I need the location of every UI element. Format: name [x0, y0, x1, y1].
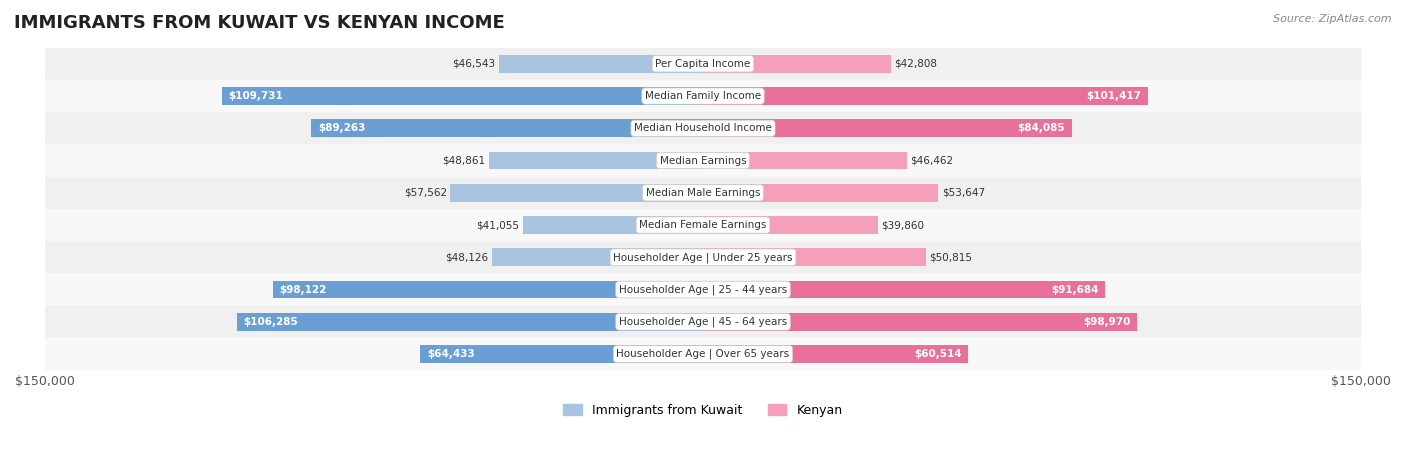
- Text: Householder Age | 25 - 44 years: Householder Age | 25 - 44 years: [619, 284, 787, 295]
- Text: $91,684: $91,684: [1052, 284, 1098, 295]
- Bar: [703, 120, 1071, 137]
- Bar: [45, 241, 1361, 274]
- Text: $101,417: $101,417: [1087, 91, 1142, 101]
- Text: $57,562: $57,562: [404, 188, 447, 198]
- Bar: [703, 55, 891, 73]
- Bar: [703, 216, 877, 234]
- Text: $89,263: $89,263: [318, 123, 366, 133]
- Bar: [311, 120, 703, 137]
- Bar: [492, 248, 703, 266]
- Bar: [45, 144, 1361, 177]
- Bar: [499, 55, 703, 73]
- Text: $60,514: $60,514: [914, 349, 962, 359]
- Bar: [45, 177, 1361, 209]
- Bar: [45, 306, 1361, 338]
- Bar: [45, 48, 1361, 80]
- Text: Median Household Income: Median Household Income: [634, 123, 772, 133]
- Bar: [703, 345, 969, 363]
- Bar: [489, 152, 703, 170]
- Bar: [703, 152, 907, 170]
- Text: $106,285: $106,285: [243, 317, 298, 327]
- Bar: [222, 87, 703, 105]
- Text: $53,647: $53,647: [942, 188, 984, 198]
- Bar: [45, 80, 1361, 112]
- Text: $98,122: $98,122: [280, 284, 326, 295]
- Text: Per Capita Income: Per Capita Income: [655, 59, 751, 69]
- Text: $98,970: $98,970: [1083, 317, 1130, 327]
- Text: $109,731: $109,731: [228, 91, 283, 101]
- Bar: [45, 274, 1361, 306]
- Bar: [703, 281, 1105, 298]
- Text: Householder Age | 45 - 64 years: Householder Age | 45 - 64 years: [619, 317, 787, 327]
- Text: $48,861: $48,861: [443, 156, 485, 166]
- Text: Median Male Earnings: Median Male Earnings: [645, 188, 761, 198]
- Bar: [450, 184, 703, 202]
- Bar: [523, 216, 703, 234]
- Text: $41,055: $41,055: [477, 220, 520, 230]
- Text: IMMIGRANTS FROM KUWAIT VS KENYAN INCOME: IMMIGRANTS FROM KUWAIT VS KENYAN INCOME: [14, 14, 505, 32]
- Text: $46,462: $46,462: [910, 156, 953, 166]
- Bar: [45, 112, 1361, 144]
- Bar: [45, 209, 1361, 241]
- Text: $42,808: $42,808: [894, 59, 936, 69]
- Text: $64,433: $64,433: [427, 349, 475, 359]
- Text: Householder Age | Over 65 years: Householder Age | Over 65 years: [616, 349, 790, 359]
- Text: Source: ZipAtlas.com: Source: ZipAtlas.com: [1274, 14, 1392, 24]
- Bar: [703, 313, 1137, 331]
- Text: Median Earnings: Median Earnings: [659, 156, 747, 166]
- Text: $46,543: $46,543: [453, 59, 495, 69]
- Bar: [420, 345, 703, 363]
- Bar: [703, 248, 927, 266]
- Legend: Immigrants from Kuwait, Kenyan: Immigrants from Kuwait, Kenyan: [558, 399, 848, 422]
- Text: Median Female Earnings: Median Female Earnings: [640, 220, 766, 230]
- Bar: [703, 184, 938, 202]
- Text: Median Family Income: Median Family Income: [645, 91, 761, 101]
- Text: $39,860: $39,860: [882, 220, 924, 230]
- Bar: [236, 313, 703, 331]
- Text: $84,085: $84,085: [1018, 123, 1066, 133]
- Bar: [273, 281, 703, 298]
- Bar: [45, 338, 1361, 370]
- Text: $48,126: $48,126: [446, 252, 488, 262]
- Bar: [703, 87, 1147, 105]
- Text: Householder Age | Under 25 years: Householder Age | Under 25 years: [613, 252, 793, 262]
- Text: $50,815: $50,815: [929, 252, 972, 262]
